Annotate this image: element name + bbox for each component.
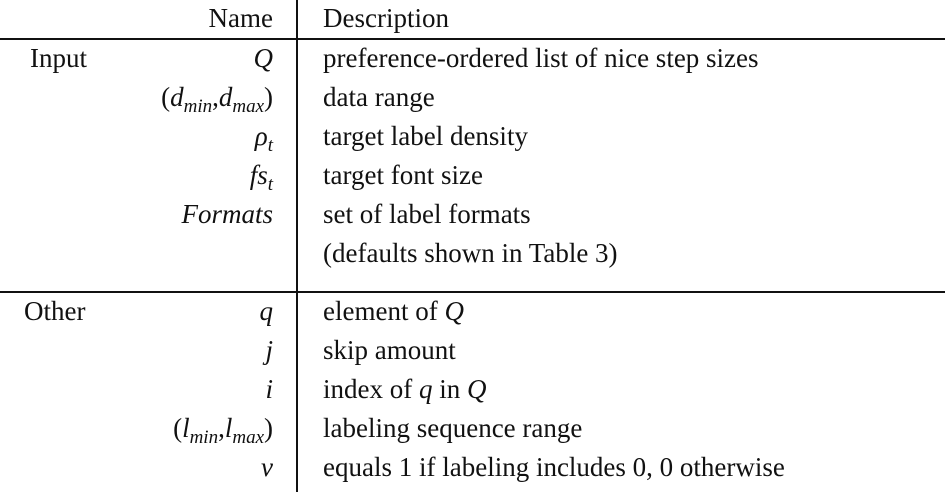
description-formats: set of label formats [323, 199, 531, 229]
description-j: skip amount [323, 335, 456, 365]
header-description: Description [323, 3, 449, 33]
symbol-q: q [418, 374, 433, 404]
paren-open: ( [161, 82, 171, 112]
description-text: in [432, 374, 467, 404]
symbol-fs-t: fst [249, 160, 273, 195]
description-v: equals 1 if labeling includes 0, 0 other… [323, 452, 785, 482]
subscript-max: max [232, 427, 264, 448]
column-divider [296, 0, 298, 492]
paren-close: ) [264, 82, 273, 112]
symbol-Q: Q [467, 374, 487, 404]
header-rule [0, 38, 945, 40]
description-labeling-range: labeling sequence range [323, 413, 583, 443]
symbol-labeling-range: (lmin,lmax) [173, 413, 273, 448]
description-text: element of [323, 296, 445, 326]
subscript-max: max [232, 96, 264, 117]
paren-close: ) [264, 413, 273, 443]
symbol-d: d [218, 82, 233, 112]
subscript-min: min [183, 96, 213, 117]
subscript-t: t [267, 135, 273, 156]
symbol-Q: Q [444, 296, 464, 326]
symbol-fs: fs [249, 160, 268, 190]
section-label-input: Input [30, 43, 87, 73]
description-Q: preference-ordered list of nice step siz… [323, 43, 759, 73]
description-rho-t: target label density [323, 121, 528, 151]
symbol-v: v [261, 452, 273, 482]
paren-open: ( [173, 413, 183, 443]
description-text: index of [323, 374, 419, 404]
symbol-j: j [265, 335, 273, 365]
symbol-q: q [259, 296, 274, 326]
description-q: element of Q [323, 296, 464, 326]
description-i: index of q in Q [323, 374, 487, 404]
symbol-d: d [170, 82, 184, 112]
symbol-i: i [265, 374, 273, 404]
description-data-range: data range [323, 82, 435, 112]
symbol-l: l [182, 413, 190, 443]
header-name: Name [208, 3, 273, 33]
comma: , [212, 82, 219, 112]
symbol-data-range: (dmin,dmax) [161, 82, 273, 117]
subscript-min: min [189, 427, 219, 448]
description-fs-t: target font size [323, 160, 483, 190]
symbol-Q: Q [253, 43, 274, 73]
section-rule [0, 291, 945, 293]
section-label-other: Other [24, 296, 86, 326]
symbol-rho: ρ [254, 121, 268, 151]
symbol-formats: Formats [181, 199, 273, 229]
symbol-l: l [224, 413, 233, 443]
subscript-t: t [267, 174, 273, 195]
comma: , [218, 413, 225, 443]
description-formats-note: (defaults shown in Table 3) [323, 238, 618, 268]
symbol-rho-t: ρt [254, 121, 273, 156]
